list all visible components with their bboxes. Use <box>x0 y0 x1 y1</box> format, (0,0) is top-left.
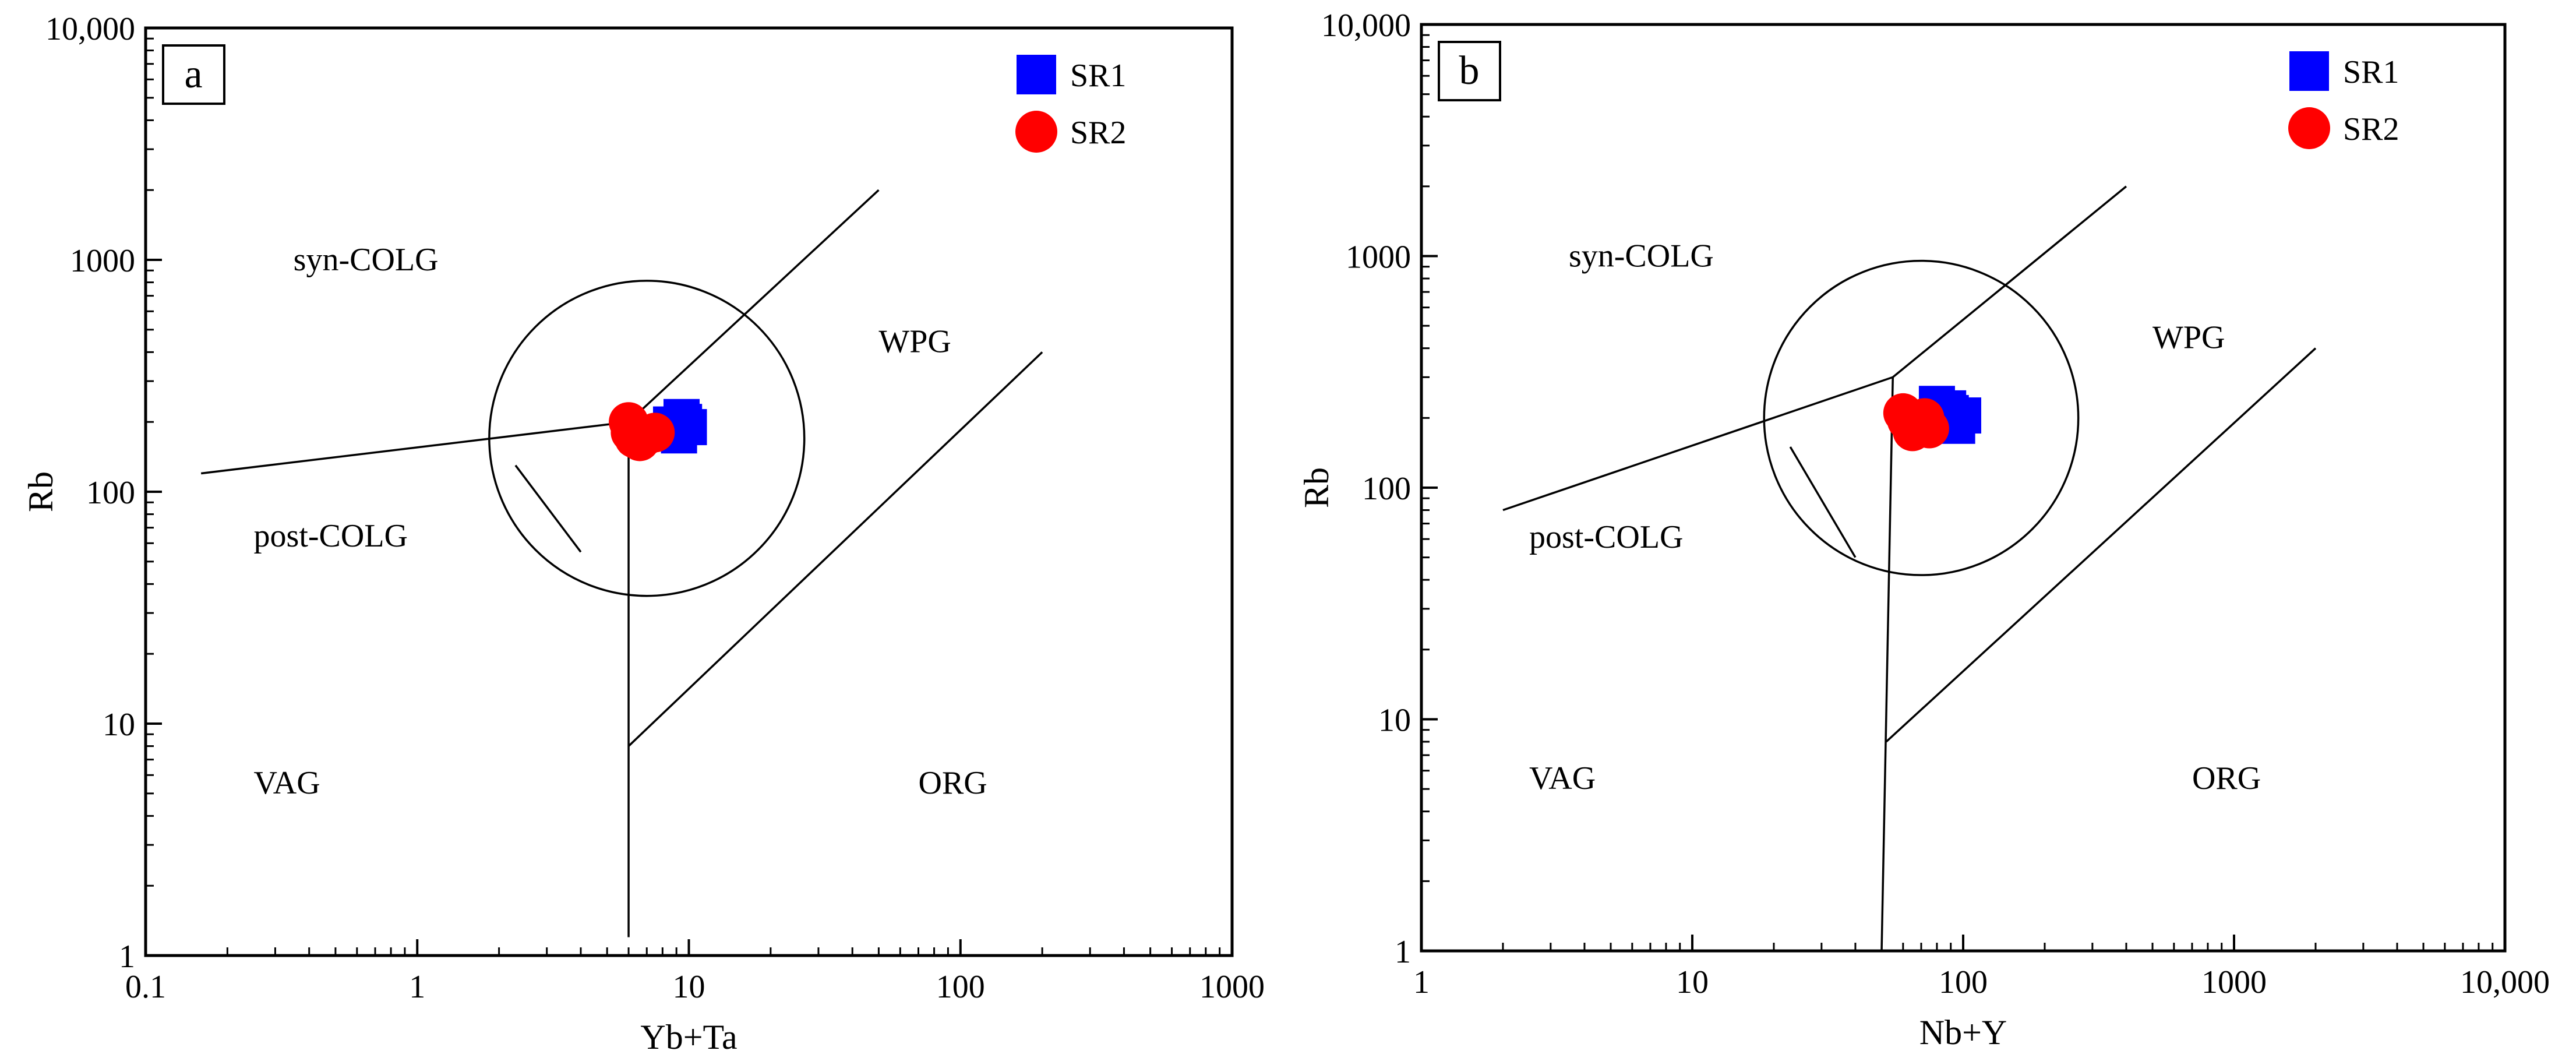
x-minor-ticks <box>1502 943 2494 951</box>
x-tick-label: 100 <box>1939 964 1988 1000</box>
panel-letter: b <box>1459 48 1480 93</box>
y-tick-label: 10,000 <box>45 11 135 47</box>
post-colg-pointer <box>514 464 582 553</box>
field-label-post-colg: post-COLG <box>254 518 408 554</box>
y-axis-title: Rb <box>1297 467 1336 508</box>
field-label-syn-colg: syn-COLG <box>1569 238 1714 274</box>
y-tick-label: 1000 <box>70 243 135 279</box>
x-axis-title: Yb+Ta <box>640 1018 737 1056</box>
data-point-sr2 <box>1904 398 1945 438</box>
y-tick-label: 10,000 <box>1321 8 1411 44</box>
legend-marker-sr2 <box>2288 107 2330 149</box>
post-colg-circle <box>488 280 806 597</box>
x-tick-label: 1 <box>1413 964 1430 1000</box>
y-tick-label: 100 <box>1362 471 1411 507</box>
series-sr2 <box>609 402 675 461</box>
legend-marker-sr2 <box>1015 111 1057 153</box>
y-tick-label: 1 <box>119 939 135 975</box>
x-tick-label: 10 <box>673 969 705 1005</box>
y-tick-label: 10 <box>1378 703 1411 739</box>
panel-a: 0.1 1 10 100 1000110100100010,000Yb+TaRbsyn-… <box>22 11 1265 1056</box>
x-tick-label: 1000 <box>2201 964 2267 1000</box>
field-label-vag: VAG <box>1529 760 1596 796</box>
y-axis-title: Rb <box>22 471 60 512</box>
field-label-syn-colg: syn-COLG <box>294 242 439 278</box>
x-axis-title: Nb+Y <box>1919 1013 2007 1052</box>
field-label-org: ORG <box>919 765 987 801</box>
legend-label-sr2: SR2 <box>2343 111 2399 147</box>
x-tick-label: 10 <box>1676 964 1709 1000</box>
panel-letter: a <box>184 52 202 97</box>
y-minor-ticks <box>146 37 154 887</box>
field-label-wpg: WPG <box>2152 320 2225 356</box>
legend-label-sr2: SR2 <box>1070 115 1127 151</box>
x-tick-label: 1000 <box>1199 969 1265 1005</box>
panel-b: 1 10 100 1000 10,000 1 10 100 1000 10,000 Nb+Y Rb sy… <box>1297 8 2550 1052</box>
field-label-org: ORG <box>2192 760 2261 796</box>
legend-marker-sr1 <box>2289 51 2329 91</box>
field-boundary-line <box>1880 377 1894 951</box>
legend-marker-sr1 <box>1017 55 1056 94</box>
y-tick-label: 1 <box>1395 934 1411 970</box>
field-label-vag: VAG <box>254 765 320 801</box>
field-boundary-line <box>627 351 1043 747</box>
field-boundary-line <box>1885 347 2317 743</box>
legend-label-sr1: SR1 <box>2343 54 2399 90</box>
series-sr2 <box>1883 393 1949 452</box>
y-tick-label: 100 <box>86 475 135 511</box>
panel-letter-box <box>162 44 225 105</box>
post-colg-circle <box>1763 259 2080 576</box>
field-label-post-colg: post-COLG <box>1529 519 1683 555</box>
panel-letter-box <box>1438 41 1501 101</box>
data-point-sr2 <box>611 413 651 453</box>
post-colg-pointer <box>1789 446 1857 558</box>
x-minor-ticks <box>226 947 1221 956</box>
x-tick-label: 10,000 <box>2460 964 2550 1000</box>
y-tick-label: 10 <box>103 707 135 743</box>
y-tick-label: 1000 <box>1346 239 1411 276</box>
field-label-wpg: WPG <box>878 323 951 359</box>
x-tick-label: 1 <box>409 969 425 1005</box>
x-tick-label: 0.1 <box>125 969 166 1005</box>
y-minor-ticks <box>1421 34 1430 882</box>
legend-label-sr1: SR1 <box>1070 58 1127 94</box>
x-tick-label: 100 <box>936 969 985 1005</box>
